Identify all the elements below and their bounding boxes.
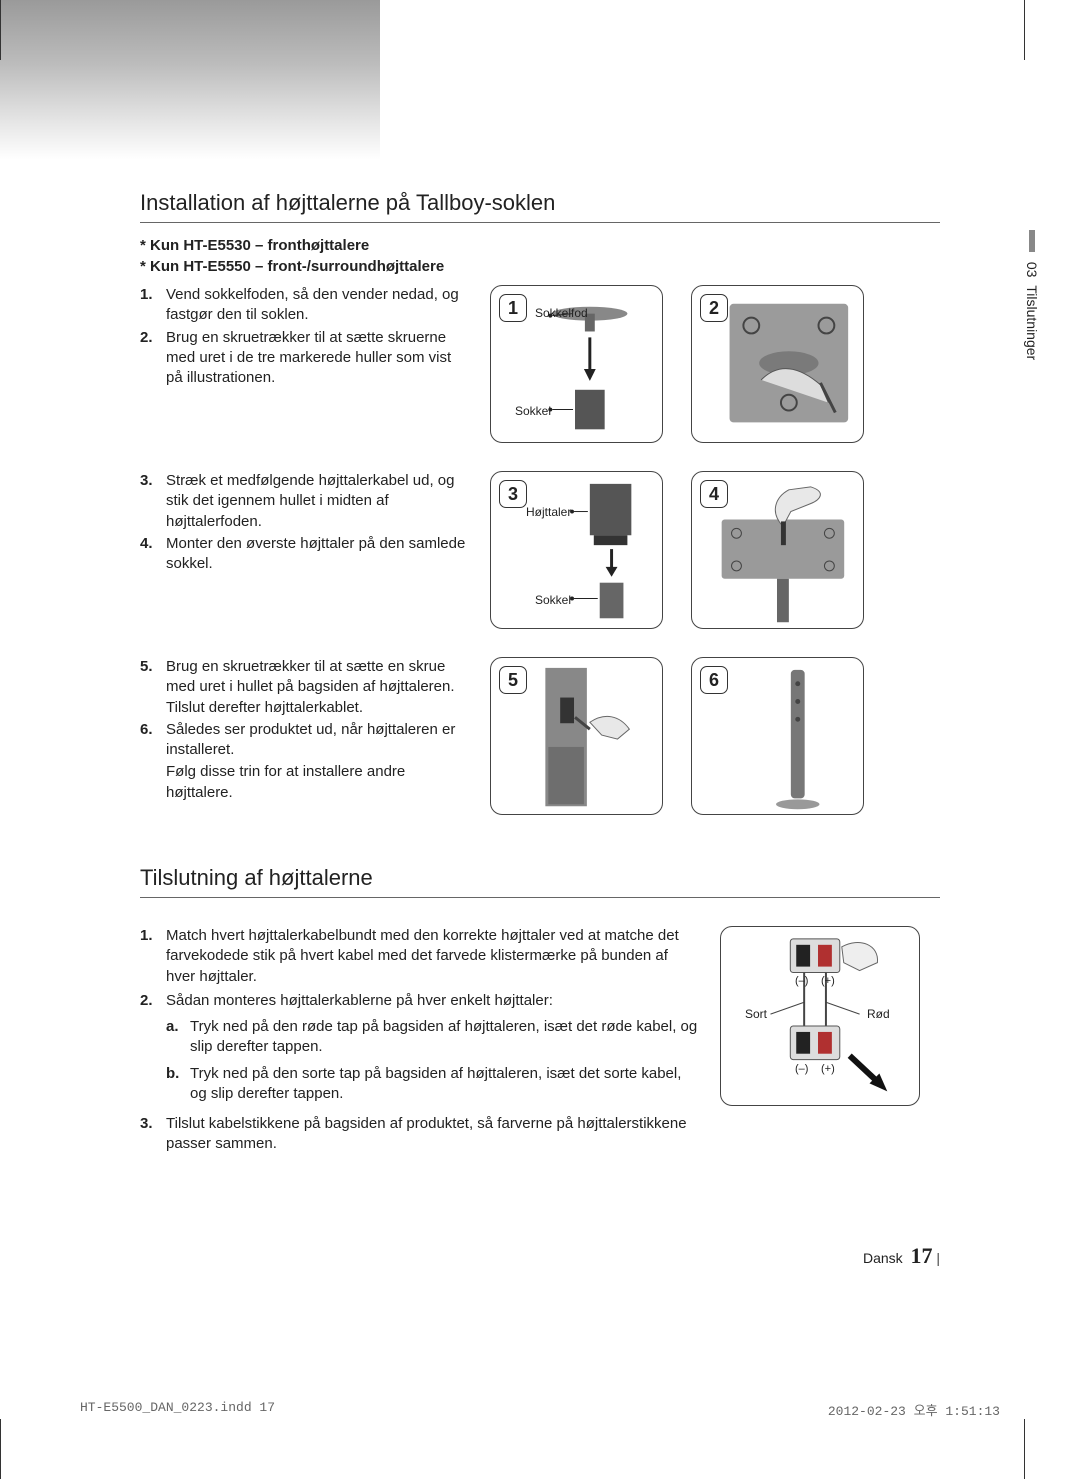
crop-mark [0,1419,1,1479]
figure-4: 4 [691,471,864,629]
figure-5: 5 [490,657,663,815]
side-tab: 03 Tilslutninger [1024,230,1040,360]
step-item: 3. Stræk et medfølgende højttalerkabel u… [140,471,470,532]
step-item: 4. Monter den øverste højttaler på den s… [140,534,470,575]
figure-2: 2 [691,285,864,443]
fig-3-svg [491,472,662,628]
fig-2-svg [692,286,863,442]
crop-mark [1024,1419,1025,1479]
step-item: 1. Vend sokkelfoden, så den vender nedad… [140,285,470,326]
indd-filename: HT-E5500_DAN_0223.indd 17 [80,1400,275,1419]
step-item: 2. Brug en skruetrækker til at sætte skr… [140,328,470,389]
page-footer: Dansk 17 | [863,1243,940,1269]
figure-6: 6 [691,657,864,815]
step-item: 1. Match hvert højttalerkabelbundt med d… [140,926,700,987]
footer-page-number: 17 [910,1243,932,1268]
step-item: 6. Således ser produktet ud, når højttal… [140,720,470,761]
step-item: 3. Tilslut kabelstikkene på bagsiden af … [140,1114,700,1155]
figure-1: 1 Sokkelfod Sokkel [490,285,663,443]
section-title-connect: Tilslutning af højttalerne [140,865,940,898]
fig-5-svg [491,658,662,814]
step-item: 2. Sådan monteres højttalerkablerne på h… [140,991,700,1110]
step-item: Følg disse trin for at installere andre … [140,762,470,803]
crop-mark [1024,0,1025,60]
side-tab-label: Tilslutninger [1024,285,1040,360]
substep-item: a. Tryk ned på den røde tap på bagsiden … [166,1017,700,1058]
figure-3: 3 Højttaler Sokkel [490,471,663,629]
step-item: 5. Brug en skruetrækker til at sætte en … [140,657,470,718]
footer-lang: Dansk [863,1250,903,1266]
model-note-2: * Kun HT-E5550 – front-/surroundhøjttale… [140,258,940,275]
side-tab-num: 03 [1024,262,1040,278]
section-title-install: Installation af højttalerne på Tallboy-s… [140,190,940,223]
print-datetime: 2012-02-23 오후 1:51:13 [828,1400,1000,1419]
print-footer: HT-E5500_DAN_0223.indd 17 2012-02-23 오후 … [80,1400,1000,1419]
connector-figure: (–) (+) (–) (+) Sort Rød [720,926,920,1106]
crop-mark [0,0,1,60]
header-gradient [0,0,380,160]
fig-4-svg [692,472,863,628]
fig-6-svg [692,658,863,814]
substep-item: b. Tryk ned på den sorte tap på bagsiden… [166,1064,700,1105]
model-note-1: * Kun HT-E5530 – fronthøjttalere [140,237,940,254]
